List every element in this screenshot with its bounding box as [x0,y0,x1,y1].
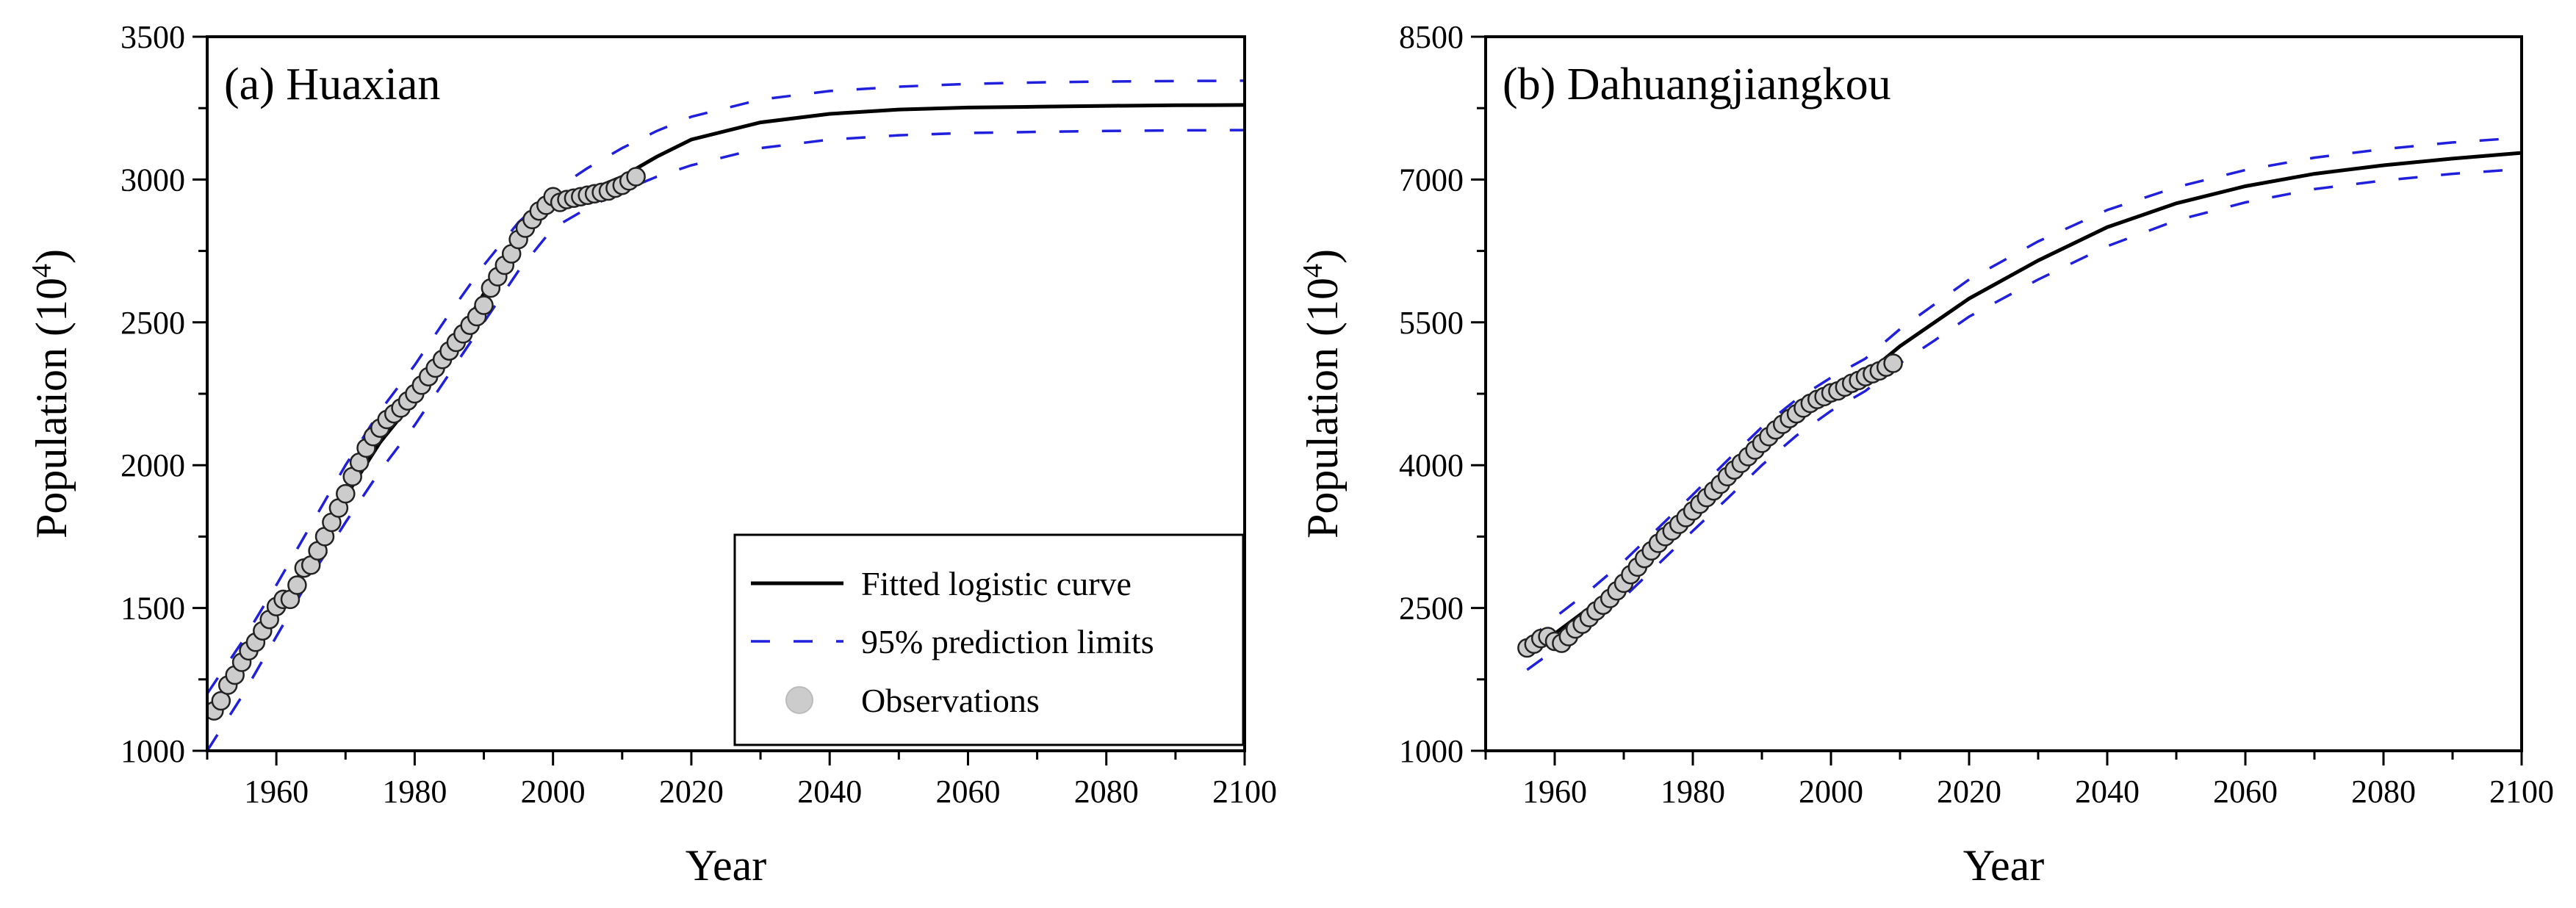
panel-a-y-tick-label: 1500 [120,591,185,627]
panel-a-y-axis-title: Population (104) [26,249,76,538]
legend-box [733,533,1245,746]
panel-b-y-tick-label: 7000 [1399,162,1464,198]
panel-a-ylabel-main: Population (10 [27,278,76,538]
panel-b-x-tick-label: 1980 [1661,774,1725,810]
panel-a-x-tick-label: 1960 [244,774,309,810]
panel-a-series-group [207,79,1245,751]
panel-b-x-tick-label: 2080 [2351,774,2416,810]
panel-b-observation-point [1883,353,1903,373]
panel-a-y-tick-label: 2500 [120,305,185,341]
panel-a-x-axis-title: Year [686,841,767,890]
panel-a-x-tick-label: 2040 [797,774,862,810]
panel-a-observation-point [287,575,307,595]
panel-b-fitted-curve [1525,151,2522,657]
panel-b-y-tick-label: 5500 [1399,305,1464,341]
panel-a-observation-point [474,295,494,315]
panel-b-y-tick-label: 8500 [1399,19,1464,55]
panel-a-observation-point [336,483,356,504]
panel-b-y-tick-label: 1000 [1399,733,1464,769]
panel-b-ticks: 1960 1980 2000 2020 2040 2060 2080 2100 1000 2500… [1399,19,2554,810]
panel-a-ylabel-close: ) [27,249,76,264]
legend-limits-label: 95% prediction limits [861,623,1154,660]
legend-observation-marker [785,686,813,714]
panel-a-observation-point [626,167,646,187]
panel-b: 1960 1980 2000 2020 2040 2060 2080 2100 1000 2500… [1298,19,2554,890]
panel-b-series-group [1517,136,2522,671]
panel-b-y-axis-title: Population (104) [1298,249,1347,538]
panel-a-x-tick-label: 2020 [659,774,724,810]
panel-b-x-axis-title: Year [1963,841,2045,890]
panel-a-y-tick-label: 3000 [120,162,185,198]
panel-a-observation-point [211,691,231,711]
panel-a-title: (a) Huaxian [224,60,440,109]
legend: Fitted logistic curve 95% prediction lim… [733,533,1245,746]
panel-b-x-tick-label: 2060 [2213,774,2278,810]
panel-b-ylabel-main: Population (10 [1298,278,1347,538]
panel-a-ticks: 1960 1980 2000 2020 2040 2060 2080 2100 1000 1500… [120,19,1277,810]
panel-a: 1960 1980 2000 2020 2040 2060 2080 2100 1000 1500… [26,19,1277,890]
panel-b-y-tick-label: 2500 [1399,591,1464,627]
panel-b-x-tick-label: 2000 [1799,774,1863,810]
panel-a-lower-limit-line [207,129,1245,751]
panel-b-plot-marks [1517,136,2522,671]
legend-fitted-label: Fitted logistic curve [861,565,1132,602]
panel-b-axes-frame [1484,35,2523,752]
panel-a-x-tick-label: 2000 [521,774,586,810]
panel-b-title: (b) Dahuangjiangkou [1503,60,1891,109]
panel-b-lower-limit-line [1526,167,2522,671]
panel-b-x-tick-label: 2020 [1937,774,2001,810]
panel-a-y-tick-label: 2000 [120,447,185,483]
panel-a-x-tick-label: 1980 [382,774,447,810]
panel-a-plot-marks [207,79,1245,751]
panel-b-ylabel-close: ) [1298,249,1347,264]
panel-b-y-tick-label: 4000 [1399,447,1464,483]
panel-a-y-tick-label: 1000 [120,733,185,769]
panel-b-x-tick-label: 2100 [2489,774,2554,810]
panel-a-y-tick-label: 3500 [120,19,185,55]
panel-a-upper-limit-line [207,79,1245,695]
panel-a-x-tick-label: 2080 [1074,774,1139,810]
panel-a-ylabel-sup: 4 [26,264,57,278]
panel-a-x-tick-label: 2100 [1212,774,1277,810]
legend-observation-label: Observations [861,682,1040,719]
panel-b-x-tick-label: 1960 [1522,774,1587,810]
panel-b-ylabel-sup: 4 [1298,264,1328,278]
panel-a-x-tick-label: 2060 [935,774,1000,810]
panel-b-x-tick-label: 2040 [2075,774,2140,810]
panel-b-upper-limit-line [1526,136,2522,643]
